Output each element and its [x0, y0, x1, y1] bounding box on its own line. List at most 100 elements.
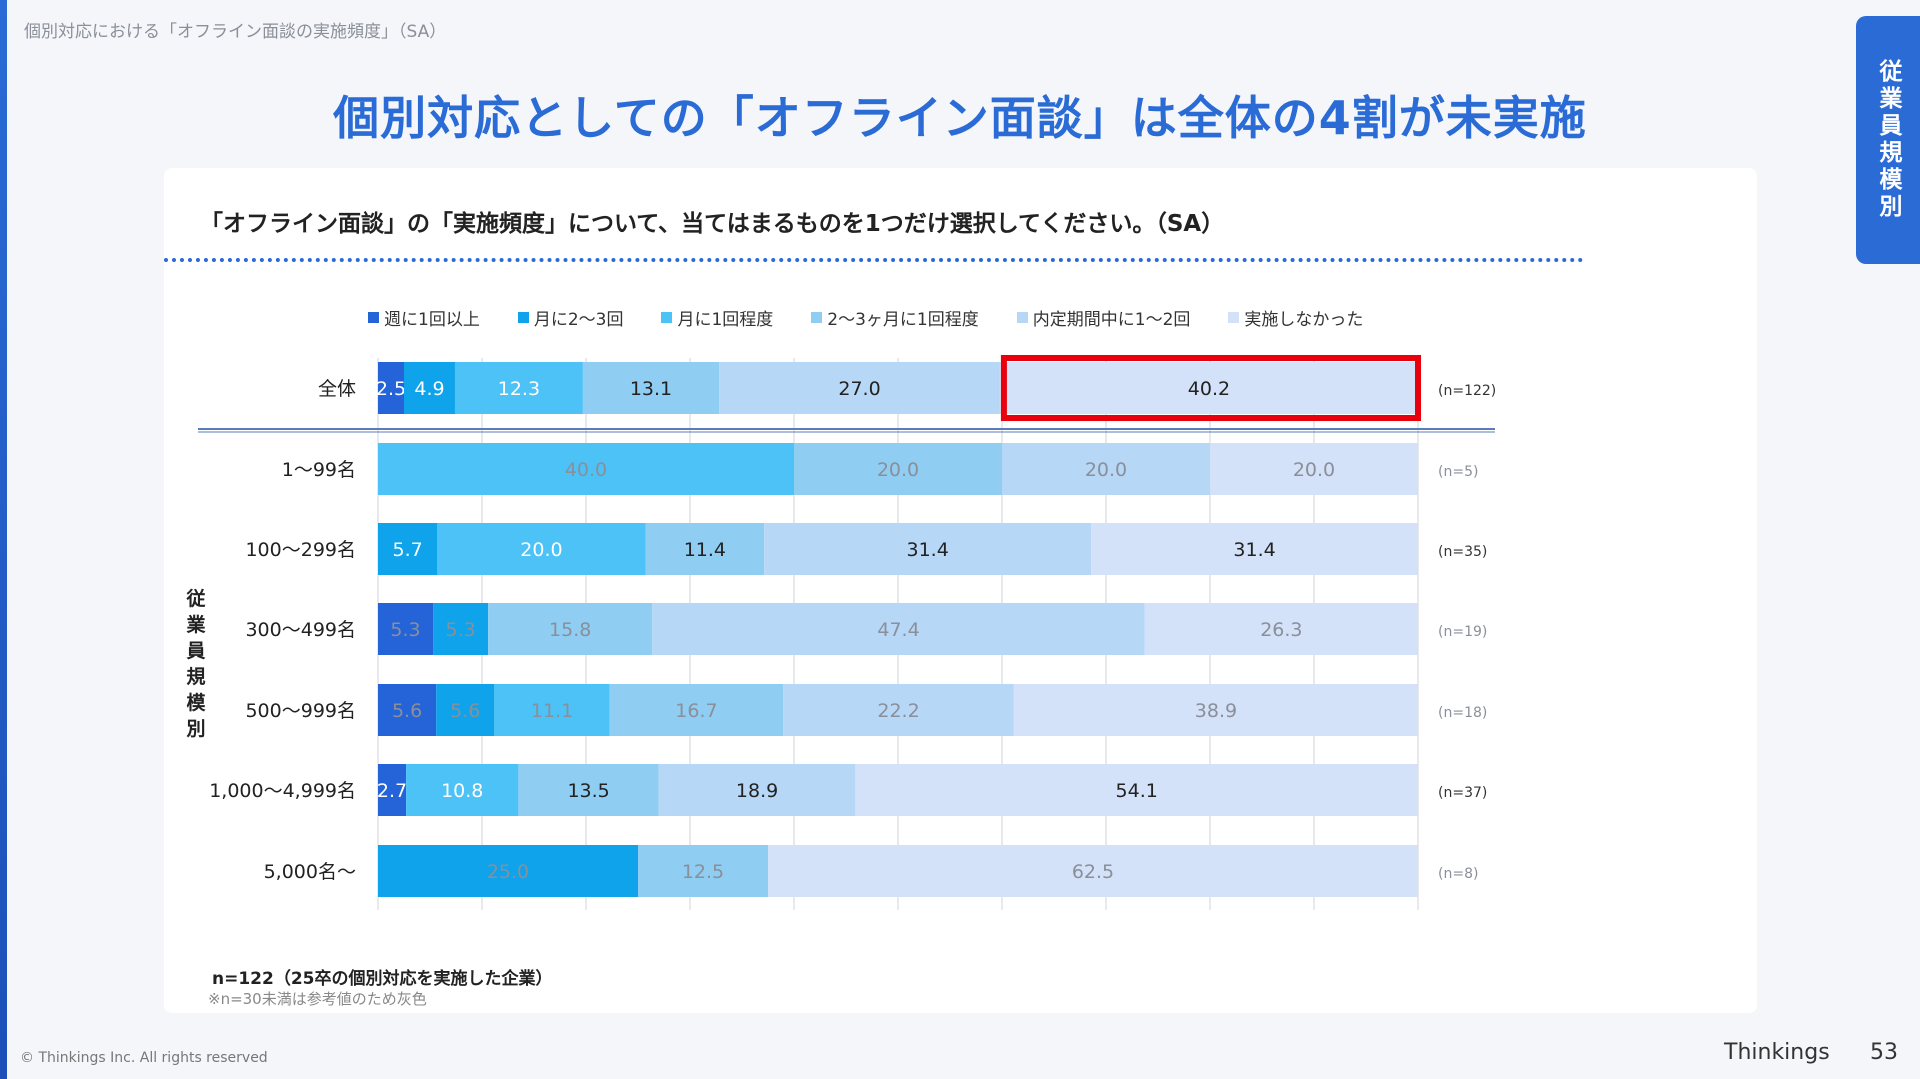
- footnote-sample: n=122（25卒の個別対応を実施した企業）: [212, 969, 553, 989]
- bar-segment: [378, 845, 638, 897]
- legend-item: 内定期間中に1〜2回: [1016, 305, 1191, 330]
- bar-segment: [609, 684, 784, 736]
- bar-segment: [1144, 603, 1418, 655]
- bar-value-label: 5.7: [393, 539, 423, 561]
- bar-value-label: 5.6: [392, 700, 422, 722]
- bar-value-label: 5.3: [445, 619, 475, 641]
- bar-value-label: 26.3: [1260, 619, 1302, 641]
- legend-swatch: [1228, 312, 1240, 323]
- bar-segment: [378, 362, 404, 414]
- left-accent-bar: [0, 0, 7, 1079]
- bar-segment: [518, 764, 659, 816]
- bar-value-label: 62.5: [1072, 861, 1114, 883]
- bar-value-label: 31.4: [1233, 539, 1275, 561]
- legend-item: 週に1回以上: [368, 305, 480, 330]
- bar-segment: [855, 764, 1418, 816]
- bar-value-label: 47.4: [877, 619, 919, 641]
- bar-segment: [378, 764, 407, 816]
- bar-segment: [999, 362, 1418, 414]
- bar-segment: [437, 523, 646, 575]
- sample-size-label: (n=37): [1438, 785, 1487, 801]
- legend-item: 2〜3ヶ月に1回程度: [811, 305, 979, 330]
- bar-value-label: 27.0: [838, 378, 880, 400]
- bar-segment: [1091, 523, 1418, 575]
- bar-value-label: 10.8: [441, 780, 483, 802]
- legend-label: 月に2〜3回: [533, 310, 624, 330]
- bar-segment: [768, 845, 1418, 897]
- legend-swatch: [368, 312, 379, 323]
- category-label: 500〜999名: [245, 700, 356, 722]
- bar-value-label: 11.4: [684, 539, 726, 561]
- copyright: © Thinkings Inc. All rights reserved: [20, 1050, 268, 1066]
- bar-segment: [764, 523, 1092, 575]
- bar-value-label: 54.1: [1116, 780, 1158, 802]
- bar-segment: [1002, 443, 1210, 495]
- category-label: 300〜499名: [245, 619, 356, 641]
- bar-value-label: 20.0: [520, 539, 562, 561]
- bar-segment: [794, 443, 1002, 495]
- bar-value-label: 20.0: [1085, 459, 1127, 481]
- category-label: 1〜99名: [282, 459, 356, 481]
- legend-label: 月に1回程度: [677, 310, 774, 330]
- bar-segment: [652, 603, 1145, 655]
- bar-segment: [378, 523, 438, 575]
- bar-segment: [488, 603, 653, 655]
- bar-value-label: 16.7: [675, 700, 717, 722]
- bar-segment: [378, 603, 434, 655]
- page-number: 53: [1870, 1040, 1898, 1065]
- bar-segment: [406, 764, 519, 816]
- legend-item: 実施しなかった: [1228, 305, 1363, 330]
- page-title: 個別対応としての「オフライン面談」は全体の4割が未実施: [333, 91, 1587, 145]
- bar-value-label: 2.7: [377, 780, 407, 802]
- dotted-divider: [164, 258, 1584, 262]
- sample-size-label: (n=5): [1438, 464, 1478, 480]
- sample-size-label: (n=8): [1438, 866, 1478, 882]
- legend-label: 内定期間中に1〜2回: [1032, 310, 1191, 330]
- bar-value-label: 13.1: [630, 378, 672, 400]
- bar-segment: [1013, 684, 1418, 736]
- legend-label: 週に1回以上: [384, 310, 480, 330]
- bar-value-label: 12.3: [498, 378, 540, 400]
- legend-label: 実施しなかった: [1244, 310, 1364, 330]
- legend-label: 2〜3ヶ月に1回程度: [827, 310, 979, 330]
- bar-segment: [1210, 443, 1418, 495]
- bar-value-label: 13.5: [567, 780, 609, 802]
- bar-value-label: 40.0: [565, 459, 607, 481]
- category-label: 1,000〜4,999名: [209, 780, 356, 802]
- breadcrumb: 個別対応における「オフライン面談の実施頻度」（SA）: [24, 22, 447, 42]
- bar-segment: [494, 684, 610, 736]
- bar-value-label: 2.5: [376, 378, 406, 400]
- bar-segment: [645, 523, 765, 575]
- bar-segment: [404, 362, 455, 414]
- chart-legend: 週に1回以上 月に2〜3回 月に1回程度 2〜3ヶ月に1回程度 内定期間中に1〜…: [368, 305, 1401, 330]
- bar-segment: [658, 764, 856, 816]
- sample-size-label: (n=19): [1438, 624, 1487, 640]
- bar-value-label: 15.8: [549, 619, 591, 641]
- bar-segment: [783, 684, 1014, 736]
- brand-name: Thinkings: [1724, 1040, 1830, 1065]
- legend-swatch: [811, 312, 823, 323]
- category-label: 5,000名〜: [264, 861, 356, 883]
- bar-segment: [378, 443, 794, 495]
- bar-segment: [436, 684, 495, 736]
- bar-segment: [582, 362, 720, 414]
- bar-segment: [378, 684, 437, 736]
- legend-swatch: [517, 312, 529, 323]
- legend-item: 月に1回程度: [661, 305, 773, 330]
- legend-swatch: [661, 312, 673, 323]
- survey-question: 「オフライン面談」の「実施頻度」について、当てはまるものを1つだけ選択してくださ…: [200, 211, 1225, 237]
- legend-swatch: [1016, 312, 1028, 323]
- bar-value-label: 11.1: [531, 700, 573, 722]
- bar-value-label: 31.4: [907, 539, 949, 561]
- axis-group-label: 従業員規模別: [186, 588, 206, 740]
- footnote-reference: ※n=30未満は参考値のため灰色: [208, 990, 427, 1008]
- sample-size-label: (n=35): [1438, 544, 1487, 560]
- bar-segment: [454, 362, 583, 414]
- bar-segment: [433, 603, 489, 655]
- sample-size-label: (n=18): [1438, 705, 1487, 721]
- bar-value-label: 25.0: [487, 861, 529, 883]
- bar-value-label: 40.2: [1188, 378, 1230, 400]
- side-tab-employee-size[interactable]: 従業員規模別: [1856, 16, 1920, 264]
- category-label: 100〜299名: [245, 539, 356, 561]
